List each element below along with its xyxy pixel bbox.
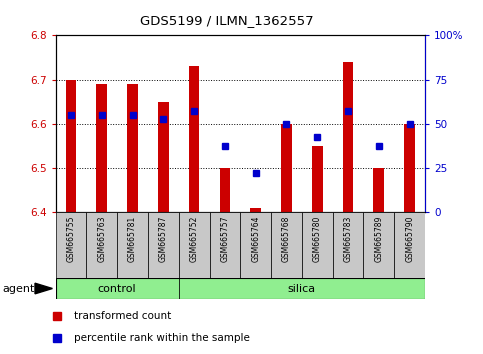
Bar [364,212,394,278]
Bar [179,278,425,299]
Bar [302,212,333,278]
Text: GSM665787: GSM665787 [159,216,168,262]
Text: transformed count: transformed count [74,311,171,321]
Text: silica: silica [288,284,316,293]
Bar [158,102,169,212]
Bar [373,168,384,212]
Text: control: control [98,284,136,293]
Bar [148,212,179,278]
Bar [117,212,148,278]
Bar [240,212,271,278]
Bar [96,84,107,212]
Text: GSM665755: GSM665755 [67,216,75,262]
Bar [219,168,230,212]
Bar [56,278,179,299]
Bar [394,212,425,278]
Text: GSM665789: GSM665789 [374,216,384,262]
Text: agent: agent [2,284,35,293]
Bar [342,62,354,212]
Text: GSM665783: GSM665783 [343,216,353,262]
Polygon shape [35,283,53,294]
Bar [86,212,117,278]
Text: GSM665780: GSM665780 [313,216,322,262]
Bar [271,212,302,278]
Bar [189,67,199,212]
Bar [404,124,415,212]
Text: GSM665752: GSM665752 [190,216,199,262]
Bar [127,84,138,212]
Text: GSM665757: GSM665757 [220,216,229,262]
Text: percentile rank within the sample: percentile rank within the sample [74,332,250,343]
Text: GSM665768: GSM665768 [282,216,291,262]
Text: GDS5199 / ILMN_1362557: GDS5199 / ILMN_1362557 [140,14,314,27]
Text: GSM665781: GSM665781 [128,216,137,262]
Bar [312,146,323,212]
Text: GSM665763: GSM665763 [97,216,106,262]
Text: GSM665790: GSM665790 [405,216,414,262]
Bar [250,208,261,212]
Bar [210,212,240,278]
Bar [56,212,86,278]
Bar [333,212,364,278]
Text: GSM665764: GSM665764 [251,216,260,262]
Bar [179,212,210,278]
Bar [66,80,76,212]
Bar [281,124,292,212]
